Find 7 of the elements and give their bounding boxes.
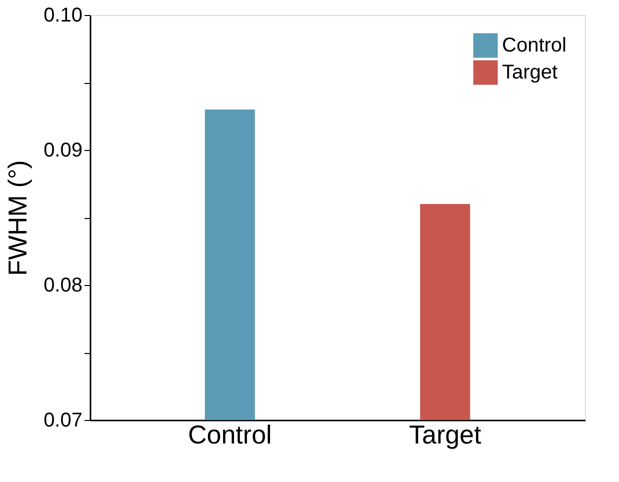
y-tick-label: 0.08 [44, 274, 82, 296]
y-tick-label: 0.09 [44, 140, 82, 162]
y-tick-label: 0.07 [44, 410, 82, 432]
legend-label: Control [502, 34, 566, 56]
y-axis-title: FWHM (°) [2, 160, 33, 276]
y-tick-label: 0.10 [44, 4, 82, 26]
legend-label: Target [502, 62, 558, 84]
